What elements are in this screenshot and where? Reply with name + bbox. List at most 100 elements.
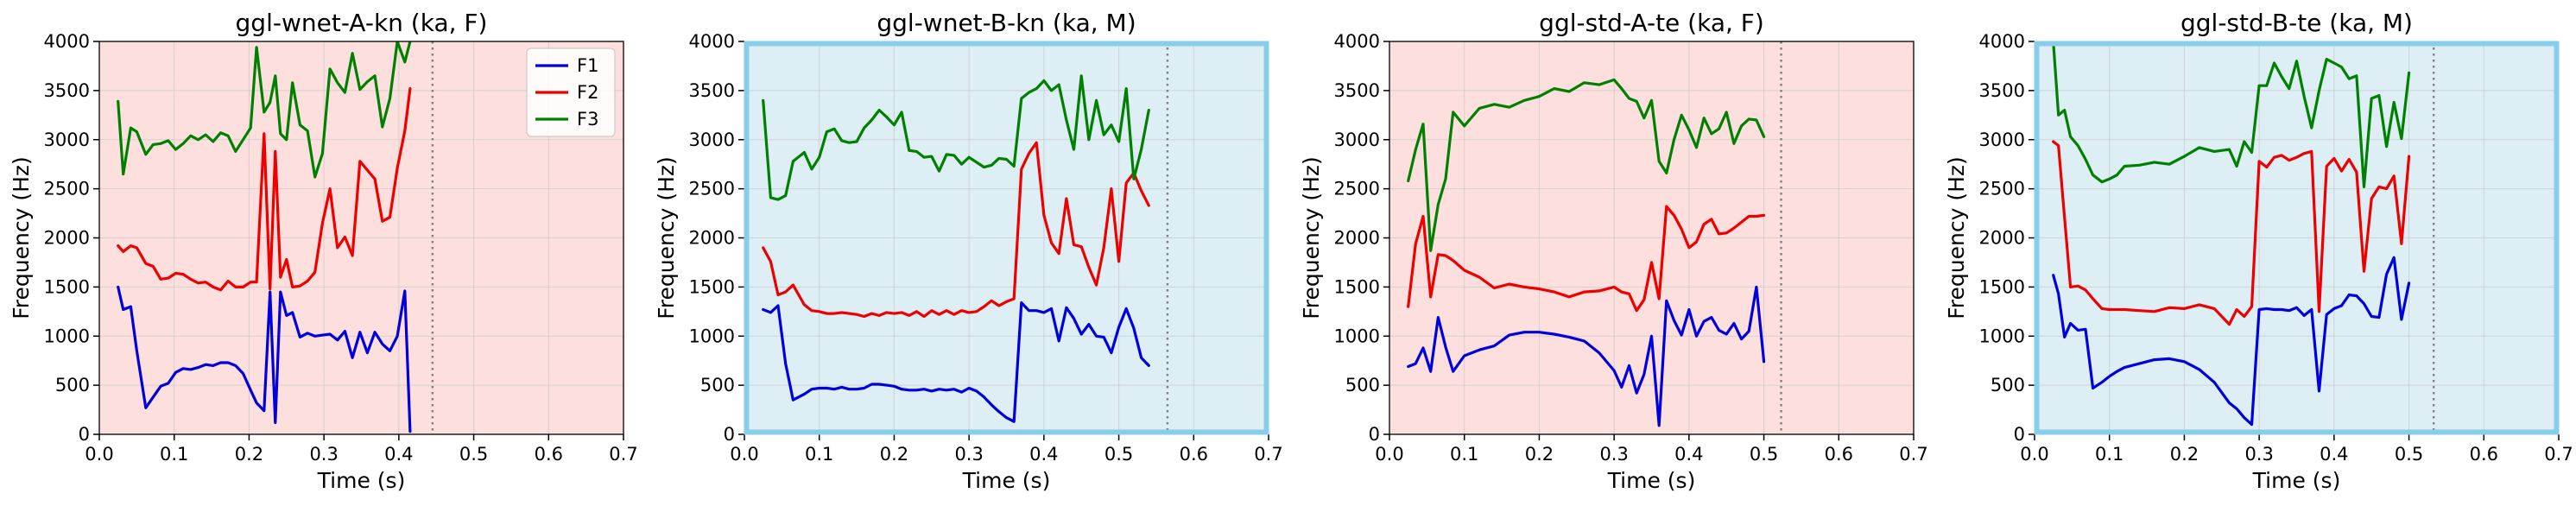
highlight-frame [2034,41,2560,435]
y-tick-label: 500 [700,375,735,395]
y-tick-label: 3500 [689,80,735,101]
y-tick-label: 2000 [1334,228,1380,249]
x-tick-label: 0.7 [609,444,637,465]
x-tick-label: 0.1 [2095,444,2123,465]
y-tick-label: 4000 [1979,31,2025,52]
y-tick-label: 2500 [1334,179,1380,199]
chart-title: ggl-std-B-te (ka, M) [2180,9,2413,37]
y-tick-label: 3000 [1979,130,2025,150]
x-tick-label: 0.5 [1104,444,1133,465]
x-tick-label: 0.4 [1674,444,1703,465]
x-tick-label: 0.1 [160,444,188,465]
y-axis-label: Frequency (Hz) [1299,156,1324,319]
chart-panel-1: 0.0 0.1 0.2 0.3 0.4 0.5 0.6 0.7 0 500 1000 1500 2000… [9,9,638,493]
x-tick-label: 0.5 [1750,444,1778,465]
chart-panel-3: 0.0 0.1 0.2 0.3 0.4 0.5 0.6 0.7 0 500 1000 1500 2000… [1299,9,1928,493]
x-tick-label: 0.3 [2244,444,2273,465]
y-tick-label: 2000 [689,228,735,249]
x-axis-label: Time (s) [962,468,1051,493]
y-tick-label: 0 [1369,424,1380,445]
x-tick-label: 0.0 [730,444,758,465]
x-tick-label: 0.1 [1450,444,1478,465]
legend-label-f3: F3 [577,109,598,130]
x-tick-label: 0.5 [459,444,488,465]
y-tick-label: 1000 [1979,326,2025,346]
y-tick-label: 4000 [689,31,735,52]
y-tick-label: 0 [724,424,735,445]
y-tick-label: 4000 [44,31,90,52]
y-tick-label: 3000 [44,130,90,150]
plot-frame [1389,41,1915,435]
y-tick-label: 2000 [1979,228,2025,249]
x-tick-label: 0.4 [1029,444,1058,465]
x-tick-label: 0.7 [2544,444,2573,465]
chart-title: ggl-std-A-te (ka, F) [1539,9,1764,37]
y-tick-label: 3000 [1334,130,1380,150]
series-line-f2 [117,86,412,292]
x-tick-label: 0.4 [2320,444,2348,465]
legend-label-f1: F1 [577,55,598,76]
legend-label-f2: F2 [577,82,598,103]
series-group [1407,78,1766,427]
x-tick-label: 0.3 [954,444,983,465]
series-group [762,74,1150,423]
x-tick-label: 0.2 [1525,444,1554,465]
x-tick-label: 0.1 [805,444,833,465]
x-tick-label: 0.3 [1599,444,1628,465]
series-line-f3 [762,74,1150,201]
y-axis-label: Frequency (Hz) [654,156,679,319]
x-axis-label: Time (s) [2252,468,2341,493]
series-group [2052,41,2411,427]
y-tick-label: 500 [1345,375,1380,395]
x-tick-label: 0.7 [1899,444,1927,465]
y-tick-label: 1500 [44,276,90,297]
series-line-f1 [762,301,1150,423]
series-line-f1 [117,285,412,433]
legend: F1 F2 F3 [526,47,616,137]
highlight-frame [744,41,1269,435]
series-line-f1 [2052,256,2411,427]
x-tick-label: 0.6 [1825,444,1853,465]
x-tick-label: 0.6 [535,444,563,465]
chart-title: ggl-wnet-B-kn (ka, M) [877,9,1136,37]
series-line-f2 [762,141,1150,319]
y-tick-label: 1500 [1334,276,1380,297]
y-tick-label: 0 [79,424,90,445]
x-tick-label: 0.3 [309,444,338,465]
y-tick-label: 2500 [44,179,90,199]
series-line-f3 [117,41,412,179]
y-tick-label: 500 [55,375,90,395]
chart-title: ggl-wnet-A-kn (ka, F) [236,9,488,37]
y-tick-label: 2500 [689,179,735,199]
chart-panel-2: 0.0 0.1 0.2 0.3 0.4 0.5 0.6 0.7 0 500 1000 1500 2000… [654,9,1283,493]
y-tick-label: 0 [2014,424,2025,445]
x-tick-label: 0.7 [1254,444,1282,465]
series-line-f3 [2052,41,2411,188]
y-tick-label: 3500 [1979,80,2025,101]
y-tick-label: 1500 [689,276,735,297]
series-line-f2 [1407,205,1766,313]
y-tick-label: 1500 [1979,276,2025,297]
y-tick-label: 2000 [44,228,90,249]
x-tick-label: 0.5 [2395,444,2423,465]
series-line-f1 [1407,285,1766,427]
x-axis-label: Time (s) [317,468,406,493]
y-tick-label: 2500 [1979,179,2025,199]
x-tick-label: 0.0 [2020,444,2048,465]
y-tick-label: 3500 [44,80,90,101]
x-tick-label: 0.6 [1180,444,1208,465]
y-axis-label: Frequency (Hz) [1944,156,1969,319]
x-tick-label: 0.6 [2470,444,2498,465]
x-tick-label: 0.2 [880,444,908,465]
y-tick-label: 1000 [689,326,735,346]
x-tick-label: 0.4 [384,444,413,465]
x-tick-label: 0.2 [2170,444,2199,465]
y-tick-label: 1000 [44,326,90,346]
x-tick-label: 0.0 [85,444,113,465]
y-tick-label: 1000 [1334,326,1380,346]
y-tick-label: 3500 [1334,80,1380,101]
y-axis-label: Frequency (Hz) [9,156,34,319]
plot-frame [98,41,624,435]
